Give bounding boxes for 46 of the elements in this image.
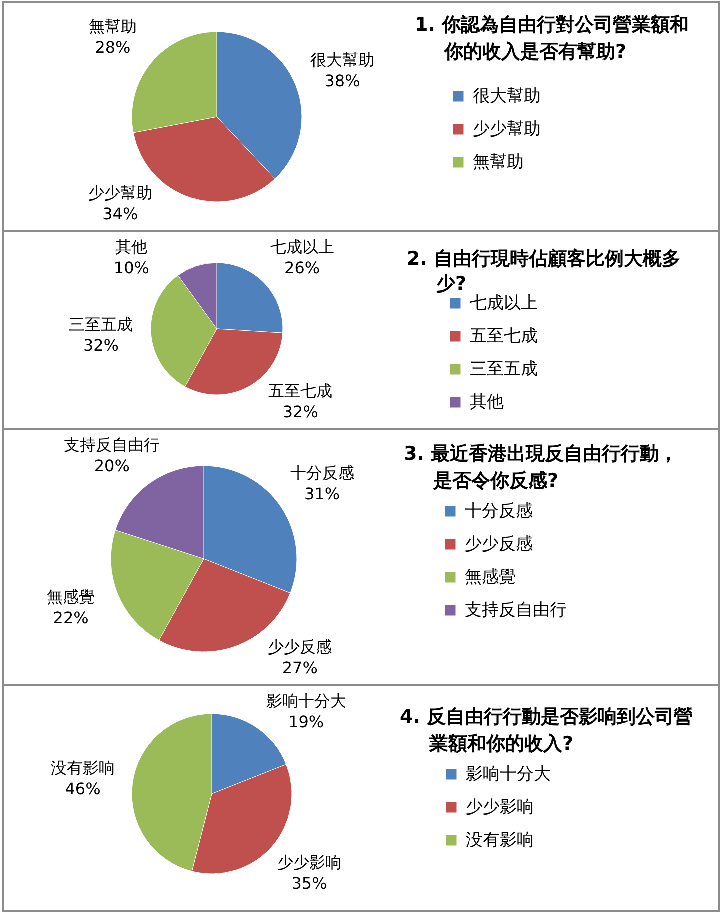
- slice-label: 無幫助: [88, 16, 137, 36]
- data-label: 32%: [282, 402, 318, 422]
- legend-label: 影响十分大: [466, 764, 551, 784]
- slice-label: 無感覺: [47, 587, 96, 606]
- text: 2. 自由行現時佔顧客比例大概多少?: [407, 248, 682, 295]
- data-label: 34%: [102, 204, 138, 224]
- slice-label: 其他: [116, 238, 148, 256]
- data-label: 10%: [114, 258, 150, 278]
- legend-label: 十分反感: [465, 502, 533, 522]
- data-label: 38%: [324, 71, 360, 90]
- data-label: 28%: [95, 38, 131, 57]
- data-label: 19%: [288, 712, 324, 732]
- legend-label: 很大幫助: [473, 86, 541, 106]
- text: 3. 最近香港出現反自由行行動，是否令你反感?: [404, 443, 678, 492]
- slice-label: 很大幫助: [310, 50, 375, 70]
- legend-label: 五至七成: [470, 326, 538, 346]
- legend-label: 無感覺: [465, 568, 516, 588]
- slice-label: 影响十分大: [266, 692, 346, 710]
- text: 4. 反自由行行動是否影响到公司營業額和你的收入?: [400, 706, 694, 755]
- legend-label: 其他: [470, 392, 504, 412]
- legend-label: 少少影响: [466, 798, 534, 818]
- slice-label: 少少影响: [278, 852, 342, 872]
- data-label: 35%: [292, 874, 328, 893]
- legend-label: 七成以上: [470, 294, 538, 314]
- slice-label: 没有影响: [51, 758, 116, 778]
- legend-label: 三至五成: [470, 360, 538, 380]
- data-label: 20%: [94, 456, 130, 476]
- data-label: 27%: [282, 658, 318, 678]
- legend-label: 支持反自由行: [465, 600, 567, 620]
- data-label: 32%: [83, 336, 120, 356]
- text: 1. 你認為自由行對公司營業額和你的收入是否有幫助?: [415, 14, 690, 63]
- legend-label: 没有影响: [466, 830, 534, 850]
- legend-label: 少少幫助: [473, 120, 541, 140]
- slice-label: 七成以上: [270, 238, 334, 256]
- slice-label: 少少反感: [268, 638, 332, 656]
- legend-label: 少少反感: [465, 534, 533, 554]
- data-label: 26%: [284, 258, 320, 278]
- slice-label: 支持反自由行: [64, 436, 160, 454]
- slice-label: 三至五成: [69, 315, 134, 334]
- data-label: 22%: [53, 608, 89, 628]
- data-label: 46%: [65, 779, 101, 798]
- legend-label: 無幫助: [473, 152, 524, 172]
- slice-label: 五至七成: [268, 382, 333, 400]
- data-label: 31%: [304, 484, 340, 504]
- slice-label: 十分反感: [290, 464, 354, 483]
- slice-label: 少少幫助: [88, 184, 152, 202]
